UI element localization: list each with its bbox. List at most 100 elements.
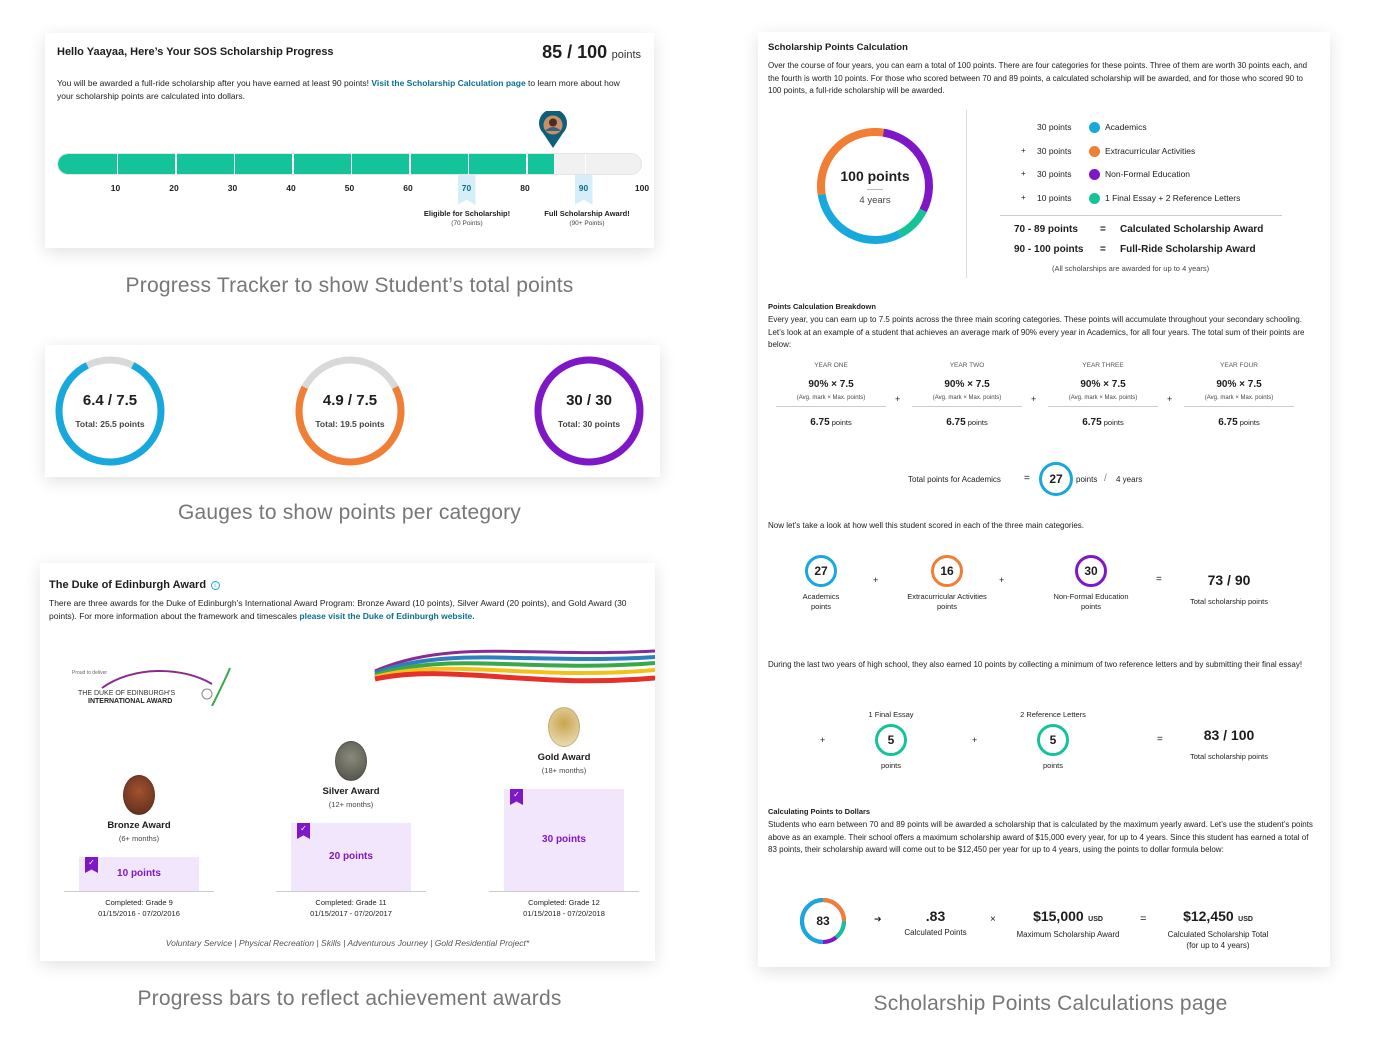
award-dates: 01/15/2016 - 07/20/2016 [98, 909, 180, 918]
year-result: 6.75 points [776, 417, 886, 428]
legend-label: Non-Formal Education [1105, 169, 1191, 179]
rainbow-ribbon [374, 649, 655, 684]
scholarship-calculation-link[interactable]: Visit the Scholarship Calculation page [371, 78, 526, 88]
progress-tracker-card: Hello Yaayaa, Here’s Your SOS Scholarshi… [45, 33, 654, 248]
gauge-fill [295, 385, 405, 466]
donut-sub: 4 years [859, 195, 891, 206]
category-score: 30 Non-Formal Education points [1031, 555, 1151, 611]
award-dates: 01/15/2017 - 07/20/2017 [310, 909, 392, 918]
milestone-full-sub: (90+ Points) [569, 220, 605, 227]
academics-years: 4 years [1116, 475, 1143, 484]
essay-title: 1 Final Essay [868, 710, 914, 719]
year-formula: 90% × 7.5 [808, 379, 854, 390]
max-award-col: $15,000 USD Maximum Scholarship Award [1003, 908, 1133, 939]
medal-icon [123, 775, 155, 816]
duke-award-card: The Duke of Edinburgh Award i There are … [40, 563, 655, 961]
award-completed: Completed: Grade 12 [528, 898, 600, 907]
progress-segment-divider [526, 154, 528, 174]
legend-op: + [1021, 145, 1026, 155]
essay-text: During the last two years of high school… [768, 660, 1303, 669]
duke-logo-tagline: Proud to deliver [72, 670, 108, 676]
arrow-icon: ➔ [874, 914, 882, 924]
plus-sign: + [820, 735, 826, 745]
duke-desc-text: There are three awards for the Duke of E… [49, 598, 627, 621]
progress-tick-label: 90 [578, 183, 589, 193]
breakdown-text: Every year, you can earn up to 7.5 point… [768, 315, 1305, 349]
essay-item: 1 Final Essay 5 points [831, 710, 951, 770]
plus-sign: + [999, 575, 1005, 585]
calc-intro: Over the course of four years, you can e… [768, 61, 1308, 95]
academics-slash: / [1104, 473, 1107, 484]
category-label: Non-Formal Education [1053, 592, 1129, 601]
award-points: 10 points [117, 868, 161, 880]
category-gauge: 4.9 / 7.5 Total: 19.5 points [293, 354, 407, 468]
year-result-value: 6.75 [1082, 417, 1102, 428]
legend-dot [1089, 122, 1100, 133]
milestone-flag [574, 175, 593, 205]
category-circle: 27 [805, 555, 837, 587]
legend-label: Extracurricular Activities [1105, 145, 1196, 156]
times-sign: × [990, 914, 996, 925]
total-award-sub: (for up to 4 years) [1186, 941, 1250, 950]
year-note: (Avg. mark × Max. points) [912, 395, 1022, 407]
legend-points: 30 points [1037, 169, 1072, 179]
dollars-text: Students who earn between 70 and 89 poin… [768, 820, 1313, 854]
award-completed: Completed: Grade 9 [105, 898, 173, 907]
info-icon[interactable]: i [210, 581, 220, 590]
year-result: 6.75 points [1184, 417, 1294, 428]
year-label: YEAR ONE [814, 362, 848, 369]
total-award-col: $12,450 USD Calculated Scholarship Total… [1153, 908, 1283, 950]
plus-sign: + [873, 575, 879, 585]
essay-circle: 5 [875, 724, 907, 756]
gauge-value: 30 / 30 [566, 392, 612, 409]
year-note: (Avg. mark × Max. points) [776, 395, 886, 407]
essay-row: +1 Final Essay 5 points 2 Reference Letters… [758, 708, 1330, 778]
points-legend: 30 points Academics +30 points Extracurricu… [1013, 120, 1313, 210]
category-gauge: 6.4 / 7.5 Total: 25.5 points [53, 354, 167, 468]
progress-tick-label: 30 [227, 183, 238, 193]
calc-points-value: .83 [925, 908, 946, 924]
duke-logo-line2: INTERNATIONAL AWARD [88, 698, 173, 705]
award-name: Bronze Award [107, 820, 171, 832]
award-points: 30 points [542, 834, 586, 845]
progress-tick-label: 100 [634, 183, 650, 193]
legend-dot [1089, 192, 1100, 204]
awards-row: Bronze Award (6+ months) ✓ 10 points Complet… [40, 703, 655, 923]
year-note: (Avg. mark × Max. points) [1048, 395, 1158, 407]
progress-tick-label: 60 [403, 183, 413, 193]
progress-segment-divider [350, 154, 352, 174]
progress-segment-divider [116, 154, 118, 174]
year-column: YEAR FOUR 90% × 7.5 (Avg. mark × Max. poin… [1184, 362, 1294, 442]
essay-title: 2 Reference Letters [1020, 710, 1086, 719]
tracker-title: Hello Yaayaa, Here’s Your SOS Scholarshi… [57, 46, 334, 58]
year-label: YEAR THREE [1082, 362, 1124, 369]
equals-sign: = [1156, 574, 1162, 585]
points-donut [817, 128, 933, 244]
rule2-eq: = [1100, 244, 1106, 255]
progress-tick-label: 70 [461, 183, 472, 193]
donut-segment [882, 128, 933, 213]
category-score: 27 Academics points [761, 555, 881, 611]
duke-website-link[interactable]: please visit the Duke of Edinburgh websi… [299, 610, 475, 621]
legend-op: + [1021, 169, 1026, 178]
award-column: Silver Award (12+ months) ✓ 20 points Comple… [276, 703, 426, 923]
max-award-value: $15,000 [1033, 908, 1084, 924]
plus-sign: + [1031, 394, 1037, 404]
gauge-total: Total: 19.5 points [315, 419, 385, 429]
milestone-full-title: Full Scholarship Award! [544, 209, 630, 218]
progress-bar-track [57, 153, 642, 175]
gauge-value: 6.4 / 7.5 [82, 392, 138, 409]
legend-points: 30 points [1037, 122, 1072, 132]
year-result-unit: points [1101, 418, 1124, 427]
calc-caption: Scholarship Points Calculations page [873, 992, 1228, 1015]
donut-label: 100 points 4 years [813, 168, 937, 206]
legend-label: 1 Final Essay + 2 Reference Letters [1105, 192, 1241, 203]
award-months: (6+ months) [118, 834, 160, 844]
dollar-formula: 83 ➔ .83 Calculated Points × $15,000 USD… [758, 894, 1330, 954]
tracker-desc-text-b: to learn more about how your scholarship… [57, 78, 620, 101]
award-progress-bar [504, 789, 624, 891]
tracker-desc-text-a: You will be awarded a full-ride scholars… [57, 78, 372, 88]
medal-icon [548, 707, 580, 747]
legend-op: + [1021, 192, 1026, 202]
progress-tick-label: 10 [110, 183, 121, 193]
